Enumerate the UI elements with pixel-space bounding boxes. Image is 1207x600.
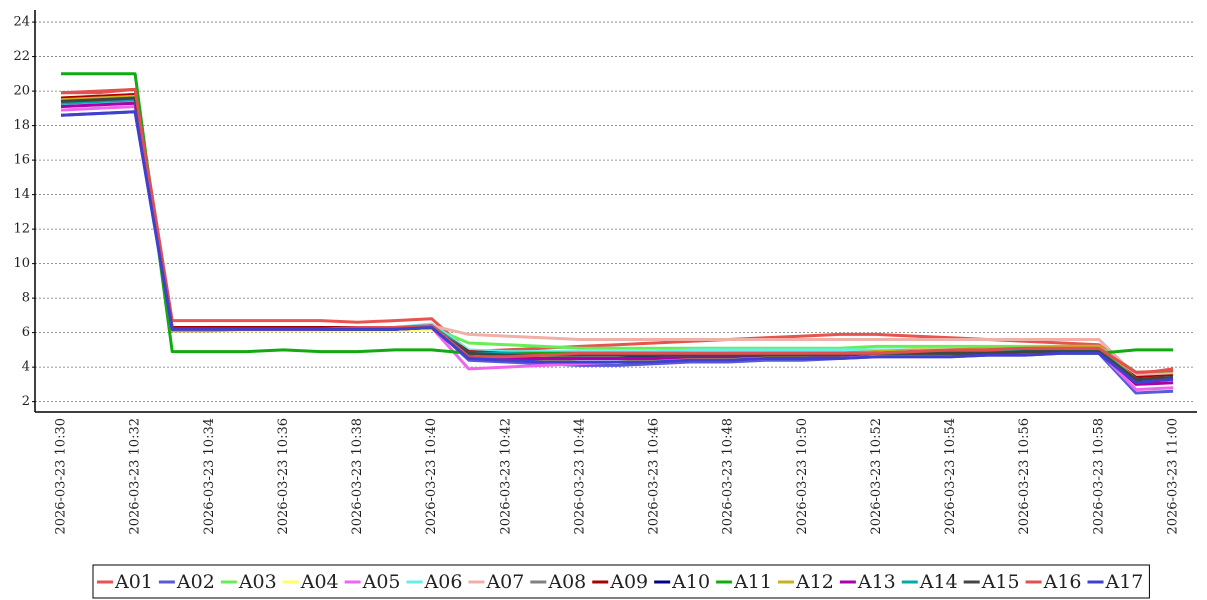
series-line <box>60 110 1174 385</box>
y-tick-label: 20 <box>13 84 30 99</box>
x-tick-label: 2026-03-23 11:00 <box>1166 418 1181 535</box>
y-tick-label: 14 <box>13 187 30 202</box>
legend-label: A02 <box>176 571 215 593</box>
grid <box>35 21 1195 403</box>
x-tick-label: 2026-03-23 10:32 <box>128 418 143 535</box>
x-tick-label: 2026-03-23 10:30 <box>54 418 69 535</box>
legend-label: A03 <box>238 571 277 593</box>
x-tick-label: 2026-03-23 10:58 <box>1091 418 1106 535</box>
legend-label: A09 <box>609 571 648 593</box>
legend-label: A15 <box>981 571 1020 593</box>
y-tick-label: 10 <box>13 256 30 271</box>
y-tick-label: 8 <box>22 291 30 306</box>
y-tick-label: 6 <box>22 325 30 340</box>
y-tick-label: 18 <box>13 118 30 133</box>
x-tick-label: 2026-03-23 10:46 <box>647 418 662 535</box>
legend-label: A10 <box>671 571 710 593</box>
x-tick-label: 2026-03-23 10:44 <box>572 418 587 535</box>
legend-label: A07 <box>485 571 524 593</box>
x-tick-label: 2026-03-23 10:38 <box>350 418 365 535</box>
x-tick-label: 2026-03-23 10:40 <box>424 418 439 535</box>
x-tick-label: 2026-03-23 10:54 <box>943 418 958 535</box>
y-tick-label: 16 <box>13 153 30 168</box>
x-tick-label: 2026-03-23 10:50 <box>795 418 810 535</box>
y-tick-label: 12 <box>13 222 30 237</box>
legend-label: A11 <box>733 571 772 593</box>
legend-label: A08 <box>547 571 586 593</box>
x-tick-label: 2026-03-23 10:48 <box>721 418 736 535</box>
legend-label: A04 <box>300 571 339 593</box>
legend-label: A14 <box>919 571 958 593</box>
y-tick-label: 2 <box>22 394 30 409</box>
y-tick-label: 24 <box>13 15 30 30</box>
legend: A01 A02 A03 A04 A05 A06 A07 A08 A09 A10 A11 A12 A13 A… <box>92 564 1150 599</box>
legend-label: A17 <box>1105 571 1144 593</box>
x-tick-label: 2026-03-23 10:34 <box>202 418 217 535</box>
x-tick-label: 2026-03-23 10:36 <box>276 418 291 535</box>
legend-label: A13 <box>857 571 896 593</box>
x-tick-label: 2026-03-23 10:56 <box>1017 418 1032 535</box>
lines <box>60 72 1174 395</box>
x-tick-label: 2026-03-23 10:52 <box>869 418 884 535</box>
x-tick-label: 2026-03-23 10:42 <box>498 418 513 535</box>
legend-label: A06 <box>424 571 463 593</box>
legend-label: A01 <box>114 571 153 593</box>
y-tick-label: 4 <box>22 360 30 375</box>
y-tick-label: 22 <box>13 49 30 64</box>
legend-label: A12 <box>795 571 834 593</box>
legend-label: A05 <box>362 571 401 593</box>
legend-label: A16 <box>1043 571 1082 593</box>
